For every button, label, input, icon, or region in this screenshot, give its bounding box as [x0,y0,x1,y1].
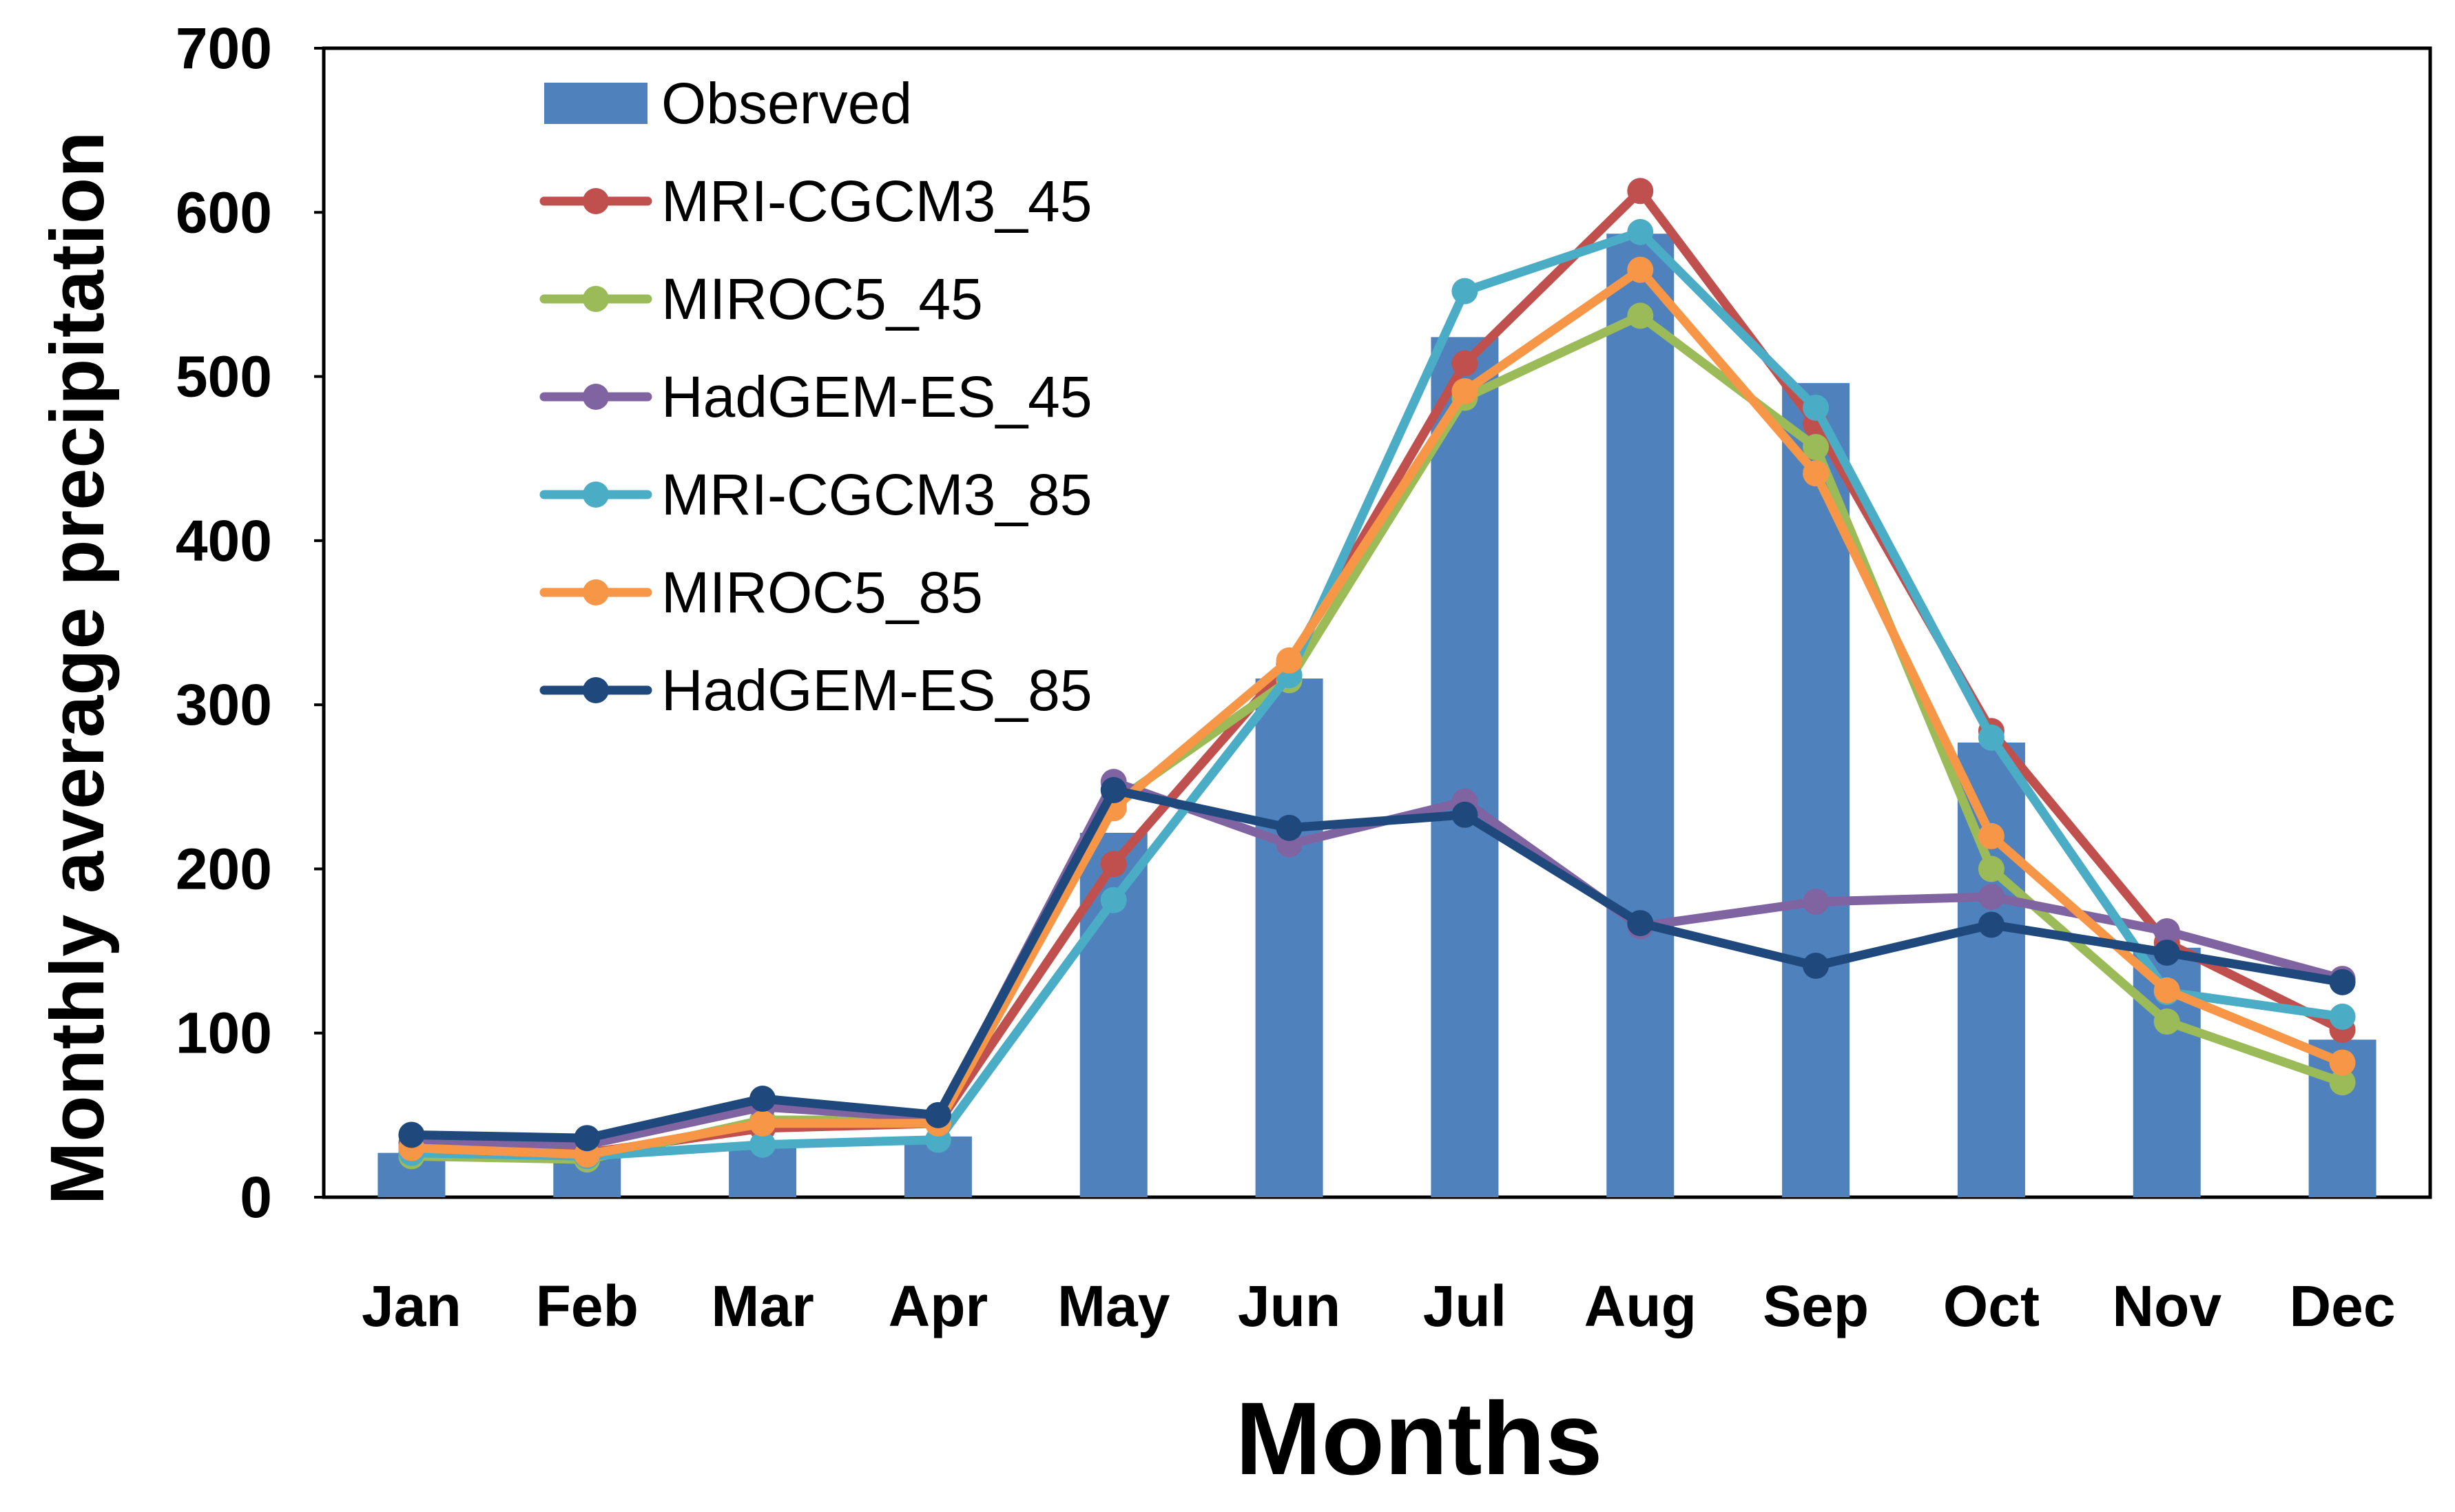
point-miroc5-85-jun [1276,647,1303,674]
x-axis-title: Months [1235,1380,1602,1496]
point-hadgem-es-85-may [1100,777,1127,804]
x-tick-label: Apr [889,1274,988,1338]
legend-label-hadgem-es-45: HadGEM-ES_45 [661,364,1092,429]
point-hadgem-es-45-oct [1978,883,2005,910]
point-hadgem-es-85-sep [1803,953,1830,980]
plot-area-frame [322,46,2432,1199]
point-hadgem-es-45-nov [2153,918,2180,944]
point-miroc5-85-aug [1627,256,1654,283]
y-tick-label: 300 [176,672,272,737]
point-mri-cgcm3-45-aug [1627,178,1654,205]
point-hadgem-es-85-oct [1978,911,2005,938]
point-mri-cgcm3-85-oct [1978,724,2005,751]
point-hadgem-es-85-feb [574,1125,601,1152]
x-tick-label: Jun [1238,1274,1340,1338]
legend-marker-hadgem-es-45 [583,384,609,410]
x-tick-label: Aug [1584,1274,1697,1338]
legend-label-miroc5-45: MIROC5_45 [661,267,983,331]
point-hadgem-es-85-aug [1627,910,1654,937]
point-mri-cgcm3-85-dec [2329,1003,2356,1030]
x-tick-label: Nov [2112,1274,2221,1338]
legend-marker-mri-cgcm3-85 [583,481,609,508]
point-mri-cgcm3-85-sep [1803,394,1830,421]
y-tick-label: 100 [176,1001,272,1066]
point-mri-cgcm3-45-may [1100,851,1127,878]
point-hadgem-es-85-jul [1451,801,1478,828]
point-hadgem-es-85-nov [2153,939,2180,966]
point-miroc5-85-jul [1451,378,1478,405]
legend-label-mri-cgcm3-45: MRI-CGCM3_45 [661,169,1092,234]
point-miroc5-45-dec [2329,1069,2356,1096]
point-hadgem-es-85-dec [2329,969,2356,995]
point-miroc5-45-aug [1627,302,1654,329]
legend: Observed MRI-CGCM3_45 MIROC5_45 HadGEM-ES_4… [539,71,1092,723]
x-tick-label: Oct [1943,1274,2040,1338]
x-tick-label: Feb [536,1274,639,1338]
point-miroc5-85-sep [1803,460,1830,487]
point-hadgem-es-85-apr [924,1101,951,1128]
y-tick-label: 500 [176,344,272,409]
point-miroc5-85-mar [749,1110,776,1137]
axes: 0 100 200 300 400 500 600 700 Jan Feb Mar Apr May Jun… [176,16,2432,1338]
x-tick-label: Dec [2290,1274,2396,1338]
x-tick-label: Jan [362,1274,462,1338]
y-tick-label: 200 [176,836,272,901]
line-hadgem-es-45 [406,777,2348,1150]
x-tick-label: May [1057,1274,1170,1338]
x-tick-label: Jul [1423,1274,1506,1338]
bar-observed-jun [1255,679,1323,1197]
legend-marker-miroc5-85 [583,579,609,605]
y-tick-label: 600 [176,180,272,245]
point-mri-cgcm3-85-jul [1451,278,1478,304]
observed-bars [377,234,2376,1198]
x-tick-label: Mar [711,1274,814,1338]
legend-swatch-observed [544,83,648,124]
point-miroc5-45-oct [1978,856,2005,882]
point-miroc5-85-dec [2329,1049,2356,1076]
y-tick-label: 700 [176,16,272,81]
line-miroc5-45 [406,311,2348,1164]
bar-observed-jul [1431,337,1499,1198]
legend-marker-hadgem-es-85 [583,677,609,703]
legend-marker-miroc5-45 [583,286,609,312]
point-miroc5-85-oct [1978,822,2005,849]
point-mri-cgcm3-85-aug [1627,218,1654,245]
bar-observed-aug [1606,234,1675,1198]
line-mri-cgcm3-85 [406,227,2348,1161]
legend-label-mri-cgcm3-85: MRI-CGCM3_85 [661,462,1092,527]
y-tick-label: 0 [240,1165,272,1230]
point-hadgem-es-85-mar [749,1086,776,1112]
legend-marker-mri-cgcm3-45 [583,188,609,214]
point-mri-cgcm3-45-jul [1451,350,1478,377]
y-axis-title: Monthly average precipitation [35,132,120,1205]
model-lines [398,178,2356,1173]
line-hadgem-es-85 [406,785,2348,1143]
line-miroc5-85 [406,265,2348,1159]
point-hadgem-es-85-jun [1276,814,1303,841]
point-miroc5-85-nov [2153,977,2180,1004]
legend-label-observed: Observed [661,71,912,136]
point-mri-cgcm3-85-mar [749,1131,776,1158]
legend-label-hadgem-es-85: HadGEM-ES_85 [661,658,1092,723]
point-miroc5-45-sep [1803,434,1830,461]
y-tick-label: 400 [176,508,272,573]
legend-label-miroc5-85: MIROC5_85 [661,560,983,625]
point-miroc5-45-nov [2153,1008,2180,1035]
point-hadgem-es-45-sep [1803,889,1830,915]
point-hadgem-es-85-jan [398,1121,425,1148]
point-mri-cgcm3-85-may [1100,887,1127,913]
x-tick-label: Sep [1763,1274,1869,1338]
